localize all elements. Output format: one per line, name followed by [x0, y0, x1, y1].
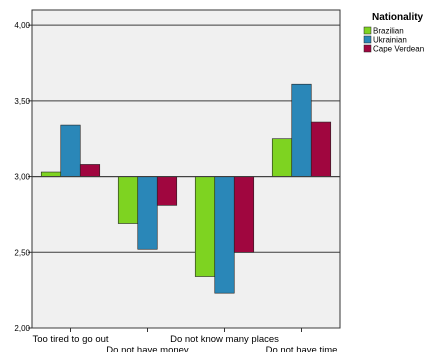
y-tick-label: 2,50 [14, 248, 30, 257]
legend-swatch [363, 44, 372, 53]
legend-label: Ukrainian [373, 36, 407, 45]
bar-brazilian [194, 176, 216, 277]
bar-cape-verdean [79, 164, 101, 177]
bar-brazilian [117, 176, 139, 224]
bar-brazilian [271, 138, 293, 177]
bar-cape-verdean [310, 121, 332, 177]
bar-brazilian [40, 171, 62, 177]
bar-cape-verdean [233, 176, 255, 253]
bar-ukrainian [291, 83, 312, 177]
x-tick-label: Do not have time [266, 345, 338, 352]
legend-label: Cape Verdean [373, 45, 424, 54]
bar-ukrainian [137, 176, 158, 250]
y-tick-label: 2,00 [14, 324, 30, 333]
legend-label: Brazilian [373, 27, 404, 36]
x-tick-label: Do not have money [106, 345, 189, 352]
y-tick-labels: 2,00 2,50 3,00 3,50 4,00 [14, 21, 32, 333]
bar-cape-verdean [156, 176, 178, 206]
legend-title: Nationality [372, 12, 424, 23]
legend-swatch [363, 26, 372, 35]
x-tick-label: Do not know many places [170, 334, 279, 345]
legend-swatch [363, 35, 372, 44]
bar-ukrainian [214, 176, 235, 294]
y-tick-label: 4,00 [14, 21, 30, 30]
y-tick-label: 3,00 [14, 173, 30, 182]
bar-ukrainian [60, 124, 81, 177]
x-tick-label: Too tired to go out [32, 334, 108, 345]
y-tick-label: 3,50 [14, 97, 30, 106]
